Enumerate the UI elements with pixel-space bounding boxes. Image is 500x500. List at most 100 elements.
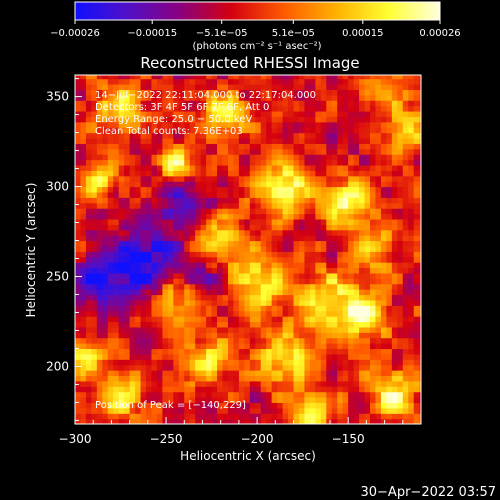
heatmap-cell bbox=[233, 310, 240, 317]
heatmap-cell bbox=[124, 164, 131, 171]
heatmap-cell bbox=[206, 197, 213, 204]
heatmap-cell bbox=[146, 364, 153, 371]
heatmap-cell bbox=[331, 359, 338, 366]
heatmap-cell bbox=[124, 175, 131, 182]
heatmap-cell bbox=[359, 348, 366, 355]
heatmap-cell bbox=[206, 326, 213, 333]
heatmap-cell bbox=[413, 289, 420, 296]
heatmap-cell bbox=[184, 202, 191, 209]
heatmap-cell bbox=[75, 218, 82, 225]
heatmap-cell bbox=[178, 127, 185, 134]
heatmap-cell bbox=[266, 310, 273, 317]
heatmap-cell bbox=[173, 154, 180, 161]
heatmap-cell bbox=[173, 321, 180, 328]
heatmap-cell bbox=[249, 159, 256, 166]
heatmap-cell bbox=[238, 397, 245, 404]
heatmap-cell bbox=[162, 337, 169, 344]
heatmap-cell bbox=[419, 272, 421, 279]
heatmap-cell bbox=[364, 191, 371, 198]
heatmap-cell bbox=[315, 121, 322, 128]
heatmap-cell bbox=[156, 380, 164, 387]
heatmap-cell bbox=[206, 353, 213, 360]
heatmap-cell bbox=[315, 100, 322, 107]
heatmap-cell bbox=[200, 202, 207, 209]
heatmap-cell bbox=[402, 316, 409, 323]
heatmap-cell bbox=[156, 343, 164, 350]
heatmap-cell bbox=[200, 105, 207, 112]
heatmap-cell bbox=[200, 170, 207, 177]
heatmap-cell bbox=[227, 316, 235, 323]
heatmap-cell bbox=[206, 186, 213, 193]
heatmap-cell bbox=[91, 224, 98, 231]
heatmap-cell bbox=[151, 294, 158, 301]
heatmap-cell bbox=[156, 418, 164, 424]
heatmap-cell bbox=[206, 148, 213, 155]
heatmap-cell bbox=[211, 148, 218, 155]
heatmap-cell bbox=[118, 316, 125, 323]
heatmap-cell bbox=[337, 272, 344, 279]
heatmap-cell bbox=[309, 321, 316, 328]
heatmap-cell bbox=[200, 278, 207, 285]
heatmap-cell bbox=[222, 181, 229, 188]
heatmap-cell bbox=[386, 208, 393, 215]
heatmap-cell bbox=[217, 105, 224, 112]
heatmap-cell bbox=[96, 229, 103, 236]
heatmap-cell bbox=[331, 262, 338, 269]
heatmap-cell bbox=[282, 256, 289, 263]
heatmap-cell bbox=[315, 337, 322, 344]
heatmap-cell bbox=[397, 105, 404, 112]
heatmap-cell bbox=[298, 181, 306, 188]
heatmap-cell bbox=[96, 127, 103, 134]
heatmap-cell bbox=[342, 224, 349, 231]
heatmap-cell bbox=[266, 353, 273, 360]
heatmap-cell bbox=[140, 299, 147, 306]
heatmap-cell bbox=[85, 359, 92, 366]
heatmap-cell bbox=[298, 78, 306, 85]
heatmap-cell bbox=[375, 359, 382, 366]
heatmap-cell bbox=[413, 326, 420, 333]
heatmap-cell bbox=[386, 186, 393, 193]
heatmap-cell bbox=[402, 272, 409, 279]
heatmap-cell bbox=[156, 110, 164, 117]
heatmap-cell bbox=[266, 251, 273, 258]
heatmap-cell bbox=[107, 110, 114, 117]
heatmap-cell bbox=[288, 326, 295, 333]
annotation-energy-range: Energy Range: 25.0 − 50.0 keV bbox=[95, 114, 252, 125]
heatmap-cell bbox=[282, 370, 289, 377]
heatmap-cell bbox=[271, 380, 278, 387]
heatmap-cell bbox=[331, 175, 338, 182]
heatmap-cell bbox=[222, 191, 229, 198]
heatmap-cell bbox=[173, 353, 180, 360]
heatmap-cell bbox=[113, 251, 120, 258]
heatmap-cell bbox=[146, 132, 153, 139]
heatmap-cell bbox=[277, 127, 284, 134]
heatmap-cell bbox=[315, 245, 322, 252]
heatmap-cell bbox=[227, 283, 235, 290]
heatmap-cell bbox=[91, 364, 98, 371]
heatmap-cell bbox=[282, 348, 289, 355]
heatmap-cell bbox=[380, 197, 387, 204]
heatmap-cell bbox=[282, 186, 289, 193]
heatmap-cell bbox=[80, 364, 87, 371]
heatmap-cell bbox=[348, 78, 355, 85]
heatmap-cell bbox=[96, 337, 103, 344]
heatmap-cell bbox=[348, 375, 355, 382]
heatmap-cell bbox=[413, 229, 420, 236]
heatmap-cell bbox=[156, 132, 164, 139]
heatmap-cell bbox=[249, 332, 256, 339]
heatmap-cell bbox=[282, 402, 289, 409]
heatmap-cell bbox=[402, 213, 409, 220]
heatmap-cell bbox=[255, 294, 262, 301]
heatmap-cell bbox=[288, 413, 295, 420]
x-tick-label: −300 bbox=[59, 432, 92, 446]
heatmap-cell bbox=[195, 343, 202, 350]
heatmap-cell bbox=[107, 321, 114, 328]
heatmap-cell bbox=[129, 75, 136, 80]
heatmap-cell bbox=[91, 413, 98, 420]
heatmap-cell bbox=[331, 418, 338, 424]
heatmap-cell bbox=[277, 121, 284, 128]
heatmap-cell bbox=[184, 397, 191, 404]
heatmap-cell bbox=[140, 213, 147, 220]
heatmap-cell bbox=[244, 83, 251, 90]
heatmap-cell bbox=[277, 208, 284, 215]
